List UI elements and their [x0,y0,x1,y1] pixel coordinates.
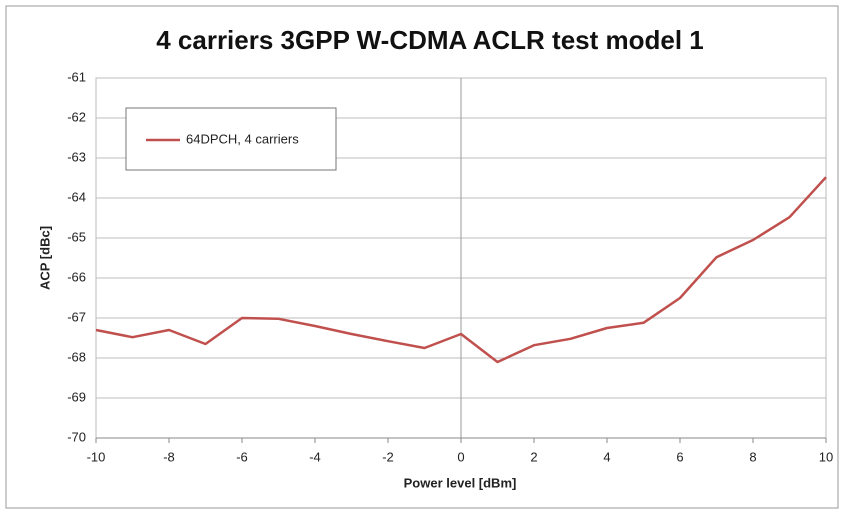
x-tick-label: -8 [163,449,175,464]
y-tick-label: -64 [67,189,86,204]
y-tick-label: -68 [67,349,86,364]
y-tick-label: -69 [67,389,86,404]
x-tick-label: 8 [749,449,756,464]
x-tick-label: 6 [676,449,683,464]
y-tick-label: -65 [67,229,86,244]
x-tick-label: -4 [309,449,321,464]
x-tick-label: 4 [603,449,610,464]
x-tick-label: -10 [87,449,106,464]
x-tick-label: 0 [457,449,464,464]
y-tick-label: -70 [67,429,86,444]
y-tick-label: -62 [67,109,86,124]
x-tick-label: -6 [236,449,248,464]
chart-title: 4 carriers 3GPP W-CDMA ACLR test model 1 [156,25,704,55]
data-line [95,176,827,364]
y-tick-label: -66 [67,269,86,284]
x-tick-label: 10 [819,449,833,464]
x-tick-label: 2 [530,449,537,464]
y-tick-label: -67 [67,309,86,324]
legend-label: 64DPCH, 4 carriers [186,131,299,146]
x-axis-label: Power level [dBm] [404,475,517,490]
y-tick-label: -63 [67,149,86,164]
y-axis-label: ACP [dBc] [37,226,52,290]
y-tick-label: -61 [67,69,86,84]
x-tick-label: -2 [382,449,394,464]
